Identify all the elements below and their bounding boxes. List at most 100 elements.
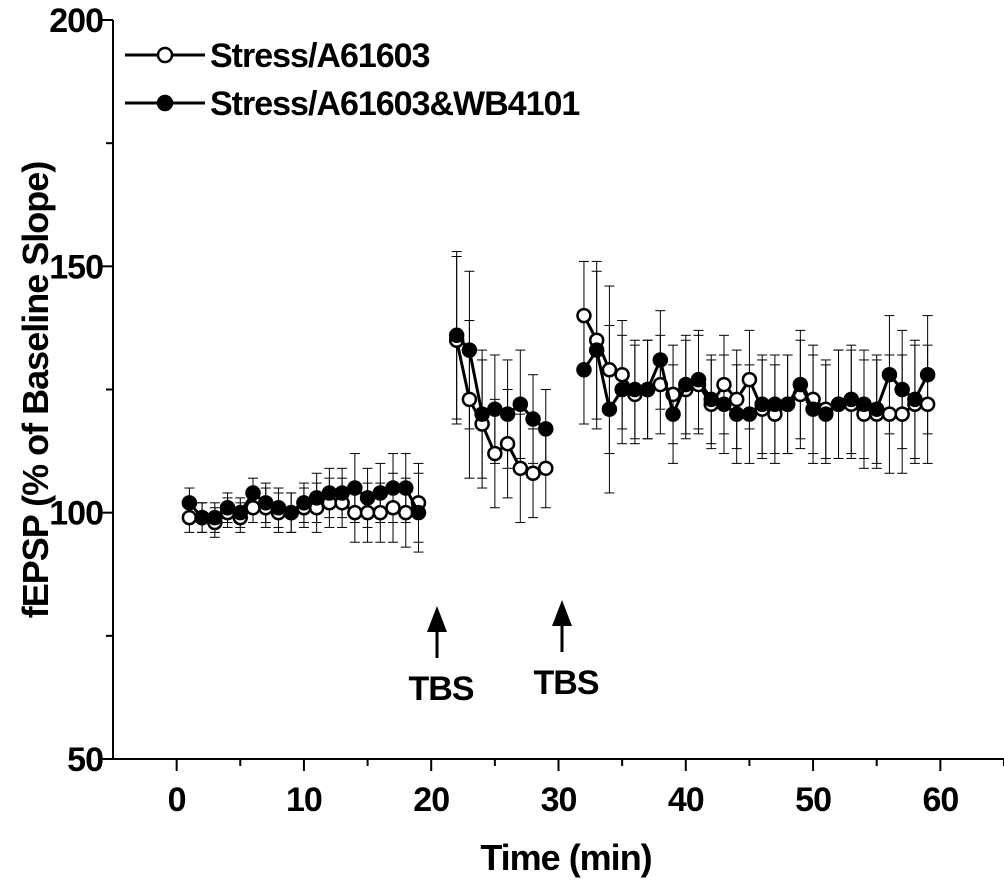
data-point-series-1 [461, 391, 478, 408]
data-point-series-2 [219, 499, 236, 516]
data-point-series-2 [919, 366, 936, 383]
x-axis-label: Time (min) [480, 837, 651, 878]
data-point-series-2 [385, 480, 401, 496]
x-tick-label: 50 [795, 781, 831, 819]
data-point-series-1 [728, 391, 745, 408]
x-tick-label: 20 [413, 781, 449, 819]
x-tick-label: 30 [541, 781, 577, 819]
axes [112, 20, 1004, 760]
data-point-series-2 [614, 381, 630, 398]
data-point-series-2 [487, 401, 503, 417]
x-tick-label: 0 [168, 781, 186, 819]
data-point-series-2 [296, 495, 312, 511]
data-point-series-2 [856, 396, 872, 413]
data-point-series-1 [741, 371, 758, 388]
data-point-series-2 [716, 396, 732, 413]
data-point-series-2 [907, 391, 923, 408]
data-point-series-2 [894, 381, 910, 398]
x-tick-label: 40 [668, 781, 704, 819]
data-point-series-2 [461, 342, 478, 358]
data-point-series-2 [334, 485, 350, 501]
data-point-series-2 [728, 406, 745, 422]
data-point-series-2 [639, 381, 656, 398]
tbs-arrow-head [552, 600, 572, 626]
data-point-series-2 [843, 391, 860, 408]
data-point-series-1 [512, 460, 529, 477]
y-tick-label: 150 [49, 248, 103, 286]
data-point-series-1 [359, 504, 376, 521]
data-point-series-2 [207, 509, 223, 526]
data-point-series-2 [194, 509, 210, 526]
data-point-series-2 [703, 391, 719, 408]
data-point-series-2 [474, 406, 490, 422]
data-point-series-1 [525, 465, 541, 482]
legend: Stress/A61603 Stress/A61603&WB4101 [125, 37, 580, 123]
data-point-series-2 [525, 411, 541, 427]
data-point-series-2 [868, 401, 885, 417]
data-point-series-2 [538, 421, 554, 437]
y-tick-label: 100 [49, 495, 103, 533]
x-tick-label: 10 [286, 781, 322, 819]
data-point-series-2 [665, 406, 681, 422]
data-point-series-2 [792, 376, 809, 393]
data-point-series-2 [410, 504, 427, 521]
data-point-series-1 [385, 499, 401, 516]
data-point-series-1 [499, 435, 516, 452]
legend-label: Stress/A61603 [210, 37, 430, 75]
data-point-series-2 [652, 352, 669, 368]
data-point-series-1 [398, 504, 414, 521]
data-point-series-2 [881, 366, 898, 383]
data-point-series-2 [308, 490, 325, 506]
data-point-series-1 [181, 509, 198, 526]
data-point-series-2 [283, 504, 299, 521]
data-point-series-2 [398, 480, 414, 496]
data-point-series-2 [588, 342, 605, 358]
data-point-series-1 [245, 499, 261, 516]
data-point-series-2 [601, 401, 618, 417]
data-point-series-2 [779, 396, 796, 413]
data-point-series-2 [372, 485, 389, 501]
data-point-series-2 [499, 406, 516, 422]
data-point-series-2 [359, 490, 376, 506]
data-point-series-1 [487, 445, 503, 462]
data-point-series-1 [347, 504, 363, 521]
data-point-series-1 [538, 460, 554, 477]
legend-marker [156, 94, 174, 112]
data-point-series-2 [830, 396, 847, 413]
data-point-series-2 [512, 396, 529, 413]
data-point-series-2 [270, 499, 287, 516]
data-point-series-2 [767, 396, 783, 413]
tbs-label: TBS [409, 670, 474, 708]
tbs-label: TBS [534, 664, 599, 702]
data-point-series-2 [627, 381, 643, 398]
data-point-series-2 [448, 327, 465, 344]
tbs-arrow-head [427, 606, 447, 632]
data-point-series-2 [347, 480, 363, 496]
annotations: TBS TBS [409, 600, 600, 708]
y-tick-label: 200 [49, 2, 103, 40]
legend-marker [156, 46, 174, 64]
data-point-series-1 [614, 366, 630, 383]
data-point-series-2 [257, 495, 274, 511]
data-point-series-1 [881, 406, 898, 422]
data-point-series-2 [741, 406, 758, 422]
x-tick-label: 60 [922, 781, 958, 819]
data-point-series-2 [576, 362, 592, 378]
data-point-series-2 [245, 485, 261, 501]
data-point-series-1 [716, 376, 732, 393]
data-point-series-1 [372, 504, 389, 521]
data-point-series-2 [754, 396, 770, 413]
data-point-series-1 [894, 406, 910, 422]
data-point-series-1 [576, 307, 592, 324]
data-point-series-2 [805, 401, 821, 417]
data-point-series-2 [321, 485, 338, 501]
data-point-series-2 [181, 495, 198, 511]
series-group [181, 307, 936, 531]
data-point-series-2 [690, 371, 707, 388]
data-point-series-1 [601, 362, 618, 378]
data-point-series-2 [232, 504, 249, 521]
y-axis-label: fEPSP (% of Baseline Slope) [15, 162, 56, 618]
ticks: 0 10 20 30 40 50 60 50 100 150 200 [49, 2, 1004, 819]
legend-label: Stress/A61603&WB4101 [210, 85, 579, 123]
